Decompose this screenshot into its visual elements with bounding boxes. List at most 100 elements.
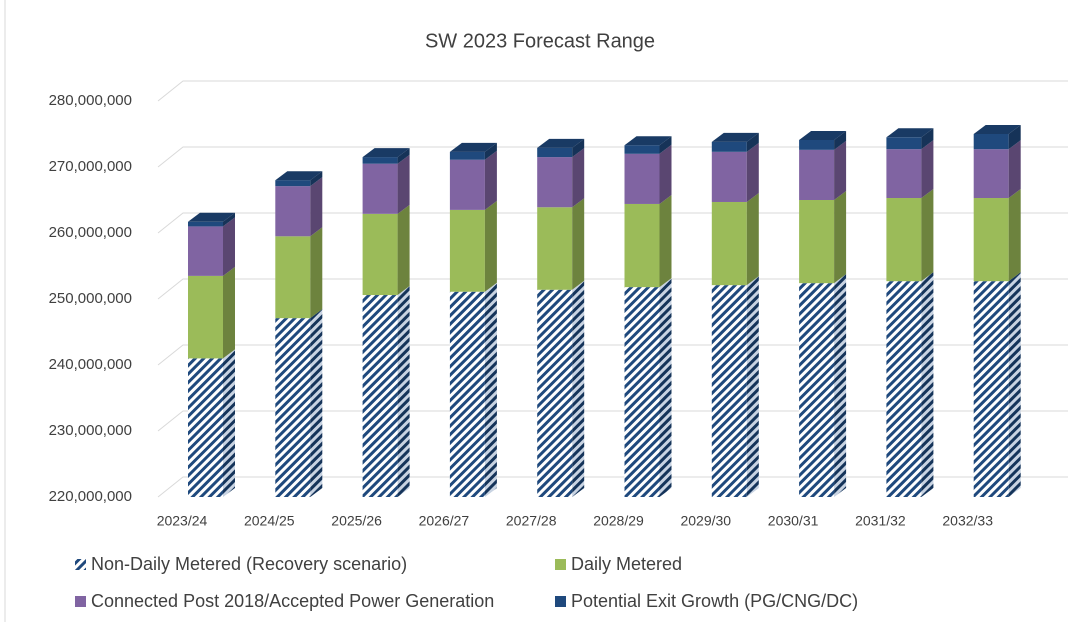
bar-segment bbox=[799, 149, 835, 200]
bar-top bbox=[188, 212, 235, 222]
legend-label: Connected Post 2018/Accepted Power Gener… bbox=[91, 591, 494, 611]
bar-side bbox=[834, 191, 847, 284]
bar-side bbox=[397, 148, 410, 164]
bar-top bbox=[537, 138, 585, 148]
bar-segment bbox=[624, 203, 660, 288]
legend-label: Non-Daily Metered (Recovery scenario) bbox=[91, 554, 407, 574]
bar-top bbox=[973, 125, 1021, 134]
bar-segment bbox=[188, 275, 223, 359]
bar-segment bbox=[973, 149, 1009, 199]
bar-segment bbox=[449, 151, 485, 160]
bar-side bbox=[223, 266, 235, 359]
y-tick-label: 220,000,000 bbox=[49, 488, 132, 505]
bar-side bbox=[484, 282, 497, 497]
bar-segment bbox=[799, 283, 835, 497]
bar-segment bbox=[624, 153, 660, 204]
bar-side bbox=[746, 142, 759, 202]
bar-segment bbox=[537, 289, 573, 497]
bar-segment bbox=[711, 201, 747, 286]
bar-segment bbox=[362, 157, 398, 164]
grid-line bbox=[157, 80, 1068, 102]
bar-segment bbox=[449, 209, 485, 292]
bar-side bbox=[484, 142, 497, 160]
bar-side bbox=[1008, 125, 1021, 150]
x-tick-label: 2030/31 bbox=[768, 513, 819, 529]
bar-segment bbox=[275, 186, 311, 237]
bar-top bbox=[886, 128, 934, 138]
bar-side bbox=[397, 286, 410, 497]
bar-side bbox=[834, 140, 847, 200]
bar-segment bbox=[624, 287, 660, 497]
bar-side bbox=[659, 278, 672, 497]
bar-segment bbox=[973, 134, 1009, 150]
bar-side bbox=[484, 150, 497, 210]
bar-side bbox=[310, 171, 323, 187]
bar-segment bbox=[188, 221, 223, 227]
bar-side bbox=[921, 128, 934, 150]
legend-swatch bbox=[555, 596, 566, 607]
bar-side bbox=[921, 189, 934, 282]
bar-segment bbox=[188, 358, 223, 497]
chart-title: SW 2023 Forecast Range bbox=[425, 30, 655, 52]
y-tick-label: 260,000,000 bbox=[49, 224, 132, 241]
y-tick-label: 270,000,000 bbox=[49, 158, 132, 175]
bar-side bbox=[572, 280, 585, 497]
grid-line bbox=[157, 146, 1068, 168]
bar-segment bbox=[886, 137, 922, 150]
grid-line bbox=[157, 476, 1068, 498]
bar-side bbox=[659, 144, 672, 204]
bar-side bbox=[921, 140, 934, 199]
x-tick-label: 2031/32 bbox=[855, 513, 906, 529]
bar-segment bbox=[362, 163, 398, 214]
bar-side bbox=[1008, 189, 1021, 282]
bar-side bbox=[572, 148, 585, 208]
legend-label: Daily Metered bbox=[571, 554, 682, 574]
bar-side bbox=[834, 274, 847, 497]
bar-segment bbox=[449, 159, 485, 210]
bar-segment bbox=[711, 141, 747, 152]
bar-segment bbox=[886, 149, 922, 199]
x-tick-label: 2027/28 bbox=[506, 513, 557, 529]
bar-side bbox=[834, 130, 847, 150]
bar-side bbox=[659, 194, 672, 288]
bar-side bbox=[223, 217, 235, 276]
bar-segment bbox=[973, 281, 1009, 497]
bar-top bbox=[362, 148, 410, 158]
bar-segment bbox=[449, 291, 485, 497]
bar-top bbox=[275, 171, 323, 181]
bar-side bbox=[746, 192, 759, 286]
bar-side bbox=[397, 154, 410, 214]
x-tick-label: 2032/33 bbox=[942, 513, 993, 529]
grid-line bbox=[157, 410, 1068, 432]
bar-side bbox=[310, 177, 323, 237]
bar-top bbox=[624, 136, 672, 146]
legend-swatch bbox=[555, 559, 566, 570]
legend-swatch bbox=[75, 596, 86, 607]
bar-segment bbox=[711, 151, 747, 202]
bar-segment bbox=[886, 198, 922, 282]
bar-side bbox=[310, 227, 323, 319]
bar-side bbox=[1008, 140, 1021, 199]
legend-label: Potential Exit Growth (PG/CNG/DC) bbox=[571, 591, 858, 611]
bar-segment bbox=[362, 213, 398, 296]
bar-segment bbox=[973, 198, 1009, 282]
legend-swatch bbox=[75, 559, 86, 570]
bar-top bbox=[799, 130, 847, 140]
bar-segment bbox=[537, 207, 573, 290]
y-tick-label: 250,000,000 bbox=[49, 290, 132, 307]
y-tick-label: 240,000,000 bbox=[49, 356, 132, 373]
bar-segment bbox=[537, 147, 573, 158]
bar-side bbox=[484, 200, 497, 292]
grid-line bbox=[157, 212, 1068, 234]
bar-side bbox=[746, 132, 759, 152]
bar-top bbox=[449, 142, 497, 152]
x-tick-label: 2026/27 bbox=[419, 513, 470, 529]
bar-segment bbox=[362, 295, 398, 497]
bar-side bbox=[746, 276, 759, 497]
x-tick-label: 2025/26 bbox=[331, 513, 382, 529]
grid-line bbox=[157, 278, 1068, 300]
bar-segment bbox=[624, 145, 660, 154]
bar-side bbox=[921, 272, 934, 497]
bar-segment bbox=[886, 281, 922, 497]
bar-side bbox=[572, 138, 585, 158]
